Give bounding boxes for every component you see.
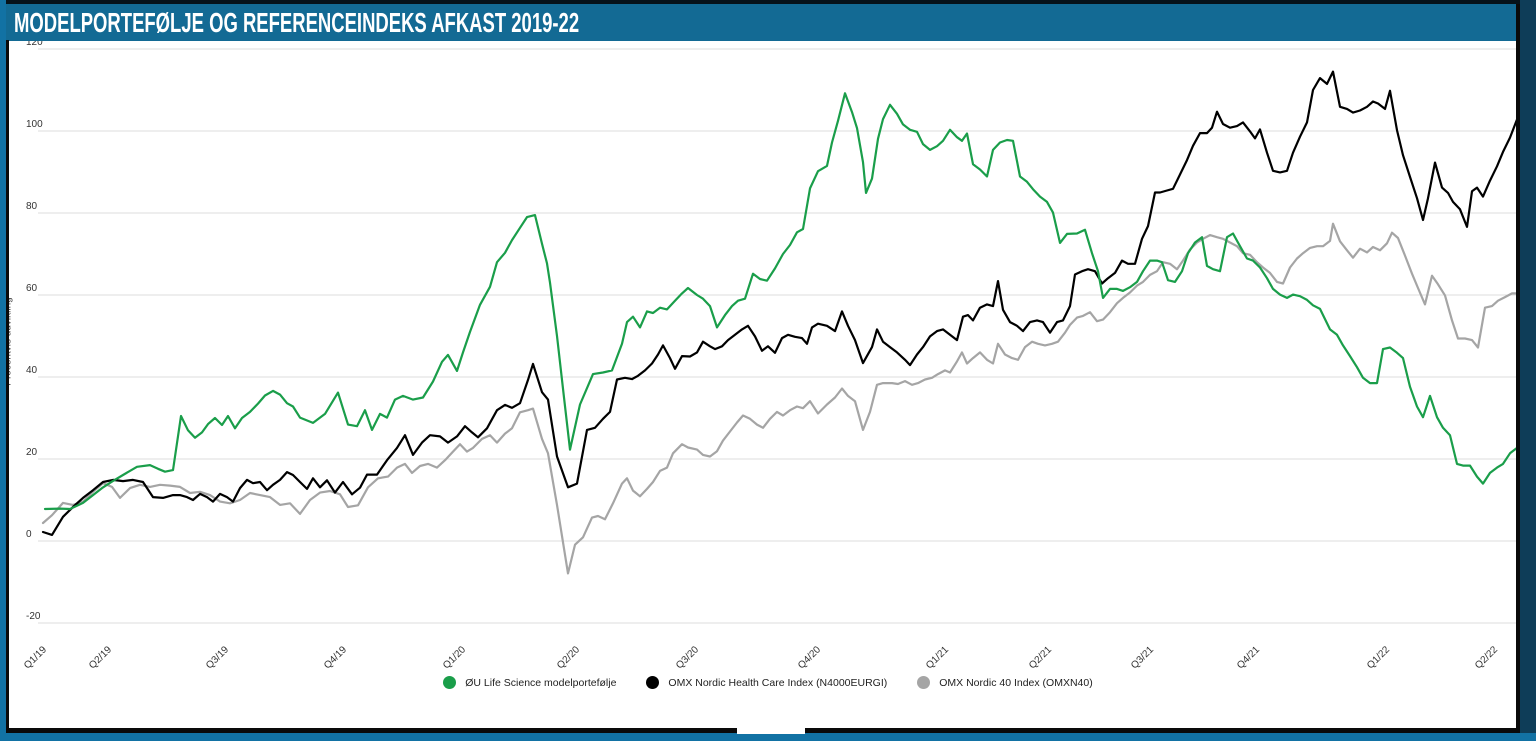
y-tick-label: 80 [26, 201, 38, 212]
x-tick-label-Q1-22: Q1/22 [1365, 644, 1392, 671]
x-tick-label-Q2-20: Q2/20 [555, 644, 582, 671]
x-tick-label-Q2-22: Q2/22 [1473, 644, 1500, 671]
x-tick-label-Q3-20: Q3/20 [674, 644, 701, 671]
legend-item-modelportefolje: ØU Life Science modelportefølje [443, 676, 616, 689]
y-tick-label: 20 [26, 447, 38, 458]
gray-series-dot-icon [917, 676, 931, 689]
y-tick-label: 100 [26, 119, 43, 130]
x-tick-label-Q4-21: Q4/21 [1235, 644, 1262, 671]
chart-legend: ØU Life Science modelportefølje OMX Nord… [0, 676, 1536, 689]
legend-label: OMX Nordic 40 Index (OMXN40) [939, 676, 1093, 689]
title-bar: MODELPORTEFØLJE OG REFERENCEINDEKS AFKAS… [4, 4, 1516, 41]
legend-label: ØU Life Science modelportefølje [465, 676, 617, 689]
frame-right-border [1520, 0, 1536, 741]
x-tick-label-Q4-19: Q4/19 [322, 644, 349, 671]
x-tick-label-Q3-19: Q3/19 [204, 644, 231, 671]
frame-bottom-border [0, 733, 1536, 741]
series-line [43, 92, 1530, 511]
black-series-dot-icon [646, 676, 660, 689]
x-tick-label-Q1-19: Q1/19 [22, 644, 49, 671]
x-tick-label-Q2-21: Q2/21 [1027, 644, 1054, 671]
x-tick-label-Q1-20: Q1/20 [441, 644, 468, 671]
x-tick-label-Q1-21: Q1/21 [924, 644, 951, 671]
x-tick-label-Q4-20: Q4/20 [796, 644, 823, 671]
legend-item-omx-nordic-40: OMX Nordic 40 Index (OMXN40) [917, 676, 1093, 689]
legend-label: OMX Nordic Health Care Index (N4000EURGI… [668, 676, 888, 689]
y-tick-label: -20 [26, 611, 41, 622]
frame-top-border [0, 0, 1536, 4]
x-tick-label-Q2-19: Q2/19 [87, 644, 114, 671]
series-line [41, 222, 1527, 575]
frame-left-inner-line [6, 40, 9, 733]
series-line [41, 70, 1530, 537]
frame-right-inner-line [1516, 4, 1520, 728]
y-tick-label: 120 [26, 37, 43, 48]
frame-bottom-notch [737, 727, 805, 734]
y-tick-label: 0 [26, 529, 32, 540]
y-tick-label: 40 [26, 365, 38, 376]
legend-item-health-care-index: OMX Nordic Health Care Index (N4000EURGI… [646, 676, 887, 689]
y-tick-label: 60 [26, 283, 38, 294]
green-series-dot-icon [443, 676, 457, 689]
frame-left-border [0, 0, 6, 741]
x-tick-label-Q3-21: Q3/21 [1129, 644, 1156, 671]
page-title: MODELPORTEFØLJE OG REFERENCEINDEKS AFKAS… [14, 6, 580, 38]
